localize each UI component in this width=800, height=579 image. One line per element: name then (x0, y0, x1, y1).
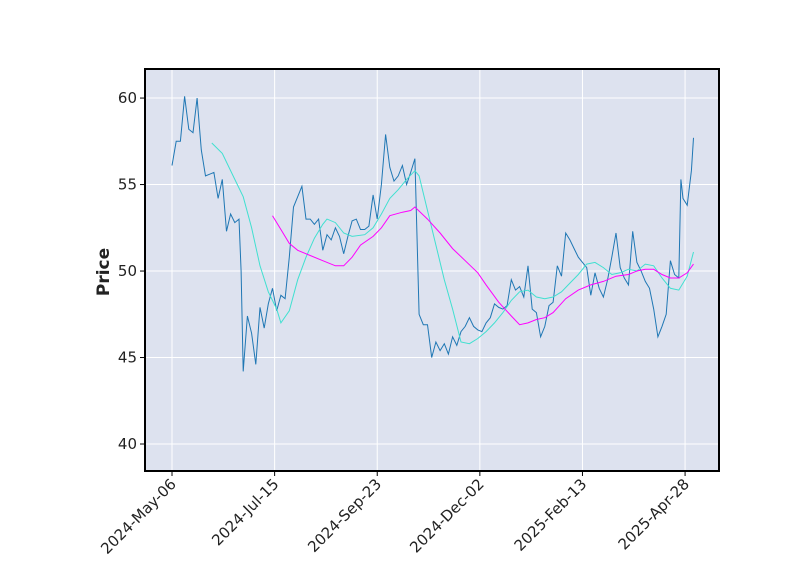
y-axis-label: Price (94, 248, 114, 296)
y-tick-label: 50 (118, 262, 137, 280)
x-tick-label: 2024-Sep-23 (304, 475, 385, 556)
y-tick-label: 40 (118, 435, 137, 453)
y-tick-label: 45 (118, 349, 137, 367)
x-tick-label: 2025-Apr-28 (615, 475, 693, 553)
y-tick-label: 60 (118, 89, 137, 107)
x-tick-label: 2024-May-06 (97, 475, 180, 558)
price-line (171, 96, 694, 372)
price-line (211, 142, 694, 345)
x-tick-label: 2024-Dec-02 (406, 475, 487, 556)
x-tick-label: 2025-Feb-13 (511, 475, 591, 555)
plot-border (144, 68, 720, 472)
price-line (272, 206, 694, 326)
y-tick-label: 55 (118, 176, 137, 194)
x-tick-label: 2024-Jul-15 (208, 475, 282, 549)
